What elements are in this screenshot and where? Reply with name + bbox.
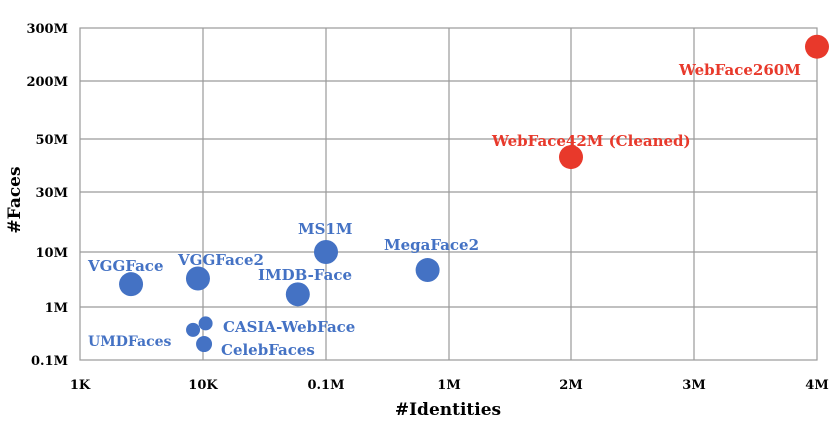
point-label: WebFace260M (678, 61, 801, 79)
x-tick-label: 1M (437, 378, 460, 393)
x-tick-label: 4M (805, 378, 828, 393)
point-imdb-face (285, 282, 310, 307)
point-vggface (119, 272, 144, 297)
y-tick-label: 10M (36, 246, 68, 261)
point-casia-webface (198, 316, 213, 331)
point-label: IMDB-Face (258, 266, 352, 284)
point-megaface2 (415, 258, 440, 283)
point-label: UMDFaces (88, 334, 172, 350)
point-webface260m (805, 34, 829, 59)
point-label: VGGFace (87, 257, 163, 275)
x-tick-label: 3M (682, 378, 705, 393)
point-label: WebFace42M (Cleaned) (491, 132, 691, 150)
point-celebfaces (196, 336, 213, 353)
x-axis-ticks: 1K 10K 0.1M 1M 2M 3M 4M (70, 378, 829, 393)
y-tick-label: 300M (26, 22, 68, 37)
point-label: VGGFace2 (177, 251, 264, 269)
x-tick-label: 2M (559, 378, 582, 393)
x-tick-label: 1K (70, 378, 91, 393)
data-points (119, 34, 829, 353)
y-tick-label: 1M (45, 301, 68, 316)
y-tick-label: 0.1M (31, 354, 68, 369)
x-tick-label: 0.1M (307, 378, 344, 393)
y-axis-ticks: 0.1M 1M 10M 30M 50M 200M 300M (26, 22, 68, 369)
point-vggface2 (185, 266, 210, 291)
y-tick-label: 50M (36, 133, 68, 148)
point-label: CelebFaces (221, 341, 315, 359)
point-umdfaces (186, 322, 201, 337)
point-ms1m (314, 240, 338, 264)
data-labels: VGGFace VGGFace2 UMDFaces CASIA-WebFace Cele… (87, 61, 801, 359)
y-tick-label: 30M (36, 186, 68, 201)
y-axis-title: #Faces (5, 166, 25, 233)
x-tick-label: 10K (188, 378, 218, 393)
x-axis-title: #Identities (395, 400, 501, 420)
point-webface42m-cleaned (559, 145, 583, 170)
point-label: CASIA-WebFace (223, 318, 355, 336)
grid-lines (80, 28, 817, 360)
point-label: MS1M (298, 220, 352, 238)
y-tick-label: 200M (26, 75, 68, 90)
plot-frame (79, 27, 818, 361)
point-label: MegaFace2 (384, 236, 479, 254)
